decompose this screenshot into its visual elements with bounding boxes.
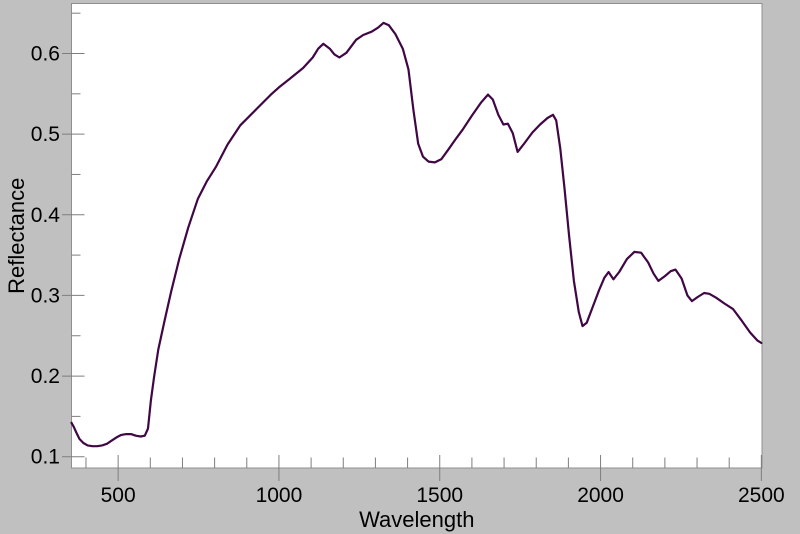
y-tick-label: 0.5 xyxy=(31,123,60,146)
y-tick-label: 0.3 xyxy=(31,284,60,307)
y-axis-title: Reflectance xyxy=(4,178,29,294)
x-tick-label: 500 xyxy=(101,484,136,507)
y-tick-label: 0.6 xyxy=(31,42,60,65)
x-tick-label: 2000 xyxy=(577,484,624,507)
y-tick-label: 0.4 xyxy=(31,204,61,227)
axis-tick-labels: 500 1000 1500 2000 2500 0.1 0.2 0.3 0.4 0.5 0.6 xyxy=(31,42,785,507)
plot-area xyxy=(71,3,763,469)
y-tick-label: 0.1 xyxy=(31,446,60,469)
x-tick-label: 1000 xyxy=(256,484,303,507)
y-tick-label: 0.2 xyxy=(31,365,60,388)
x-axis-title: Wavelength xyxy=(359,507,474,532)
spectrum-line xyxy=(70,21,763,448)
x-tick-label: 2500 xyxy=(738,484,785,507)
axis-ticks xyxy=(62,12,762,481)
x-tick-label: 1500 xyxy=(416,484,463,507)
